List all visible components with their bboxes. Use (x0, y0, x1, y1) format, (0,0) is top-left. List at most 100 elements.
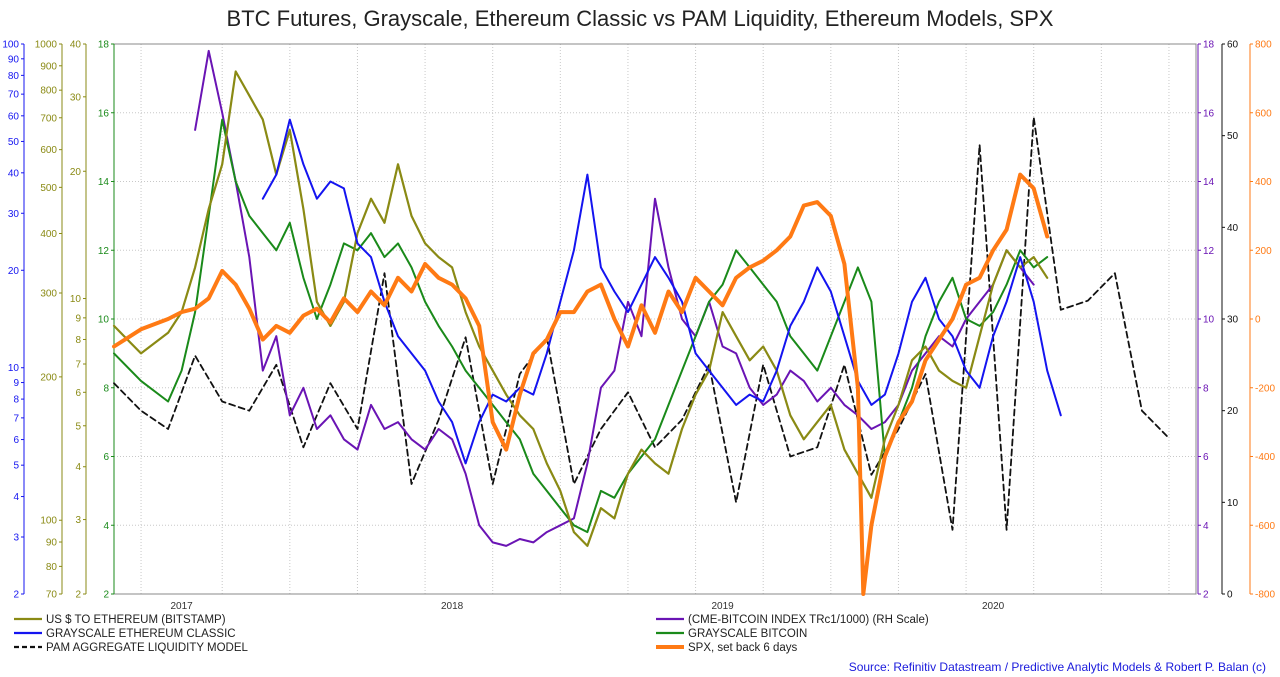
blue-axis-tick-label: 40 (8, 168, 20, 179)
green-axis-tick-label: 14 (98, 177, 110, 188)
olive-small-axis-tick-label: 4 (75, 462, 81, 473)
blue-axis-tick-label: 9 (13, 378, 19, 389)
olive-big-axis-tick-label: 600 (40, 145, 57, 156)
series-line-spx (112, 172, 1050, 596)
black-axis-tick-label: 40 (1227, 223, 1239, 234)
green-axis-tick-label: 2 (103, 590, 109, 601)
blue-axis-tick-label: 90 (8, 54, 20, 65)
olive-small-axis-tick-label: 8 (75, 335, 81, 346)
orange-axis-tick-label: 200 (1255, 246, 1272, 257)
orange-axis-tick-label: -600 (1255, 521, 1275, 532)
olive-small-axis-tick-label: 20 (70, 167, 82, 178)
orange-axis-tick-label: 0 (1255, 315, 1261, 326)
legend-label-gs_etc: GRAYSCALE ETHEREUM CLASSIC (46, 628, 236, 640)
black-axis-tick-label: 20 (1227, 406, 1239, 417)
purple-axis-tick-label: 14 (1203, 177, 1215, 188)
orange-axis-tick-label: 800 (1255, 40, 1272, 51)
right-axes: 18 16 14 12 10 8 6 4 2 60 50 40 30 20 10 0 800 600 400 200 0… (1197, 40, 1275, 601)
green-axis-tick-label: 10 (98, 315, 110, 326)
blue-axis-tick-label: 5 (13, 461, 19, 472)
purple-axis-tick-label: 4 (1203, 521, 1209, 532)
left-axes: 100 90 80 70 60 50 40 30 20 10 9 8 7 6 5 4 3 2 1000 900 800 7… (2, 40, 115, 601)
olive-small-axis-tick-label: 5 (75, 421, 81, 432)
olive-big-axis-tick-label: 200 (40, 372, 57, 383)
blue-axis-tick-label: 8 (13, 395, 19, 406)
x-tick-label: 2020 (982, 601, 1005, 612)
blue-axis-tick-label: 3 (13, 532, 19, 543)
olive-small-axis-tick-label: 3 (75, 515, 81, 526)
x-tick-label: 2017 (171, 601, 194, 612)
purple-axis-tick-label: 2 (1203, 590, 1209, 601)
olive-big-axis-tick-label: 400 (40, 229, 57, 240)
blue-axis-tick-label: 100 (2, 40, 19, 51)
blue-axis-tick-label: 6 (13, 435, 19, 446)
black-axis-tick-label: 60 (1227, 40, 1239, 51)
olive-big-axis-tick-label: 900 (40, 61, 57, 72)
purple-axis-tick-label: 12 (1203, 246, 1215, 257)
olive-big-axis-tick-label: 300 (40, 289, 57, 300)
x-axis: 2017 2018 2019 2020 (171, 601, 1005, 612)
legend-label-gs_btc: GRAYSCALE BITCOIN (688, 628, 807, 640)
purple-axis-tick-label: 18 (1203, 40, 1215, 51)
olive-small-axis-tick-label: 40 (70, 40, 82, 51)
orange-axis-tick-label: -200 (1255, 383, 1275, 394)
green-axis-tick-label: 6 (103, 452, 109, 463)
black-axis-tick-label: 0 (1227, 590, 1233, 601)
chart-title: BTC Futures, Grayscale, Ethereum Classic… (227, 6, 1054, 31)
olive-big-axis-tick-label: 700 (40, 113, 57, 124)
olive-big-axis-tick-label: 80 (46, 562, 58, 573)
orange-axis-tick-label: 600 (1255, 108, 1272, 119)
series-line-eth_usd (112, 70, 1049, 548)
legend: US $ TO ETHEREUM (BITSTAMP) GRAYSCALE ETH… (14, 614, 929, 654)
blue-axis-tick-label: 70 (8, 90, 20, 101)
orange-axis-tick-label: -400 (1255, 452, 1275, 463)
x-tick-label: 2018 (441, 601, 464, 612)
black-axis-tick-label: 10 (1227, 498, 1239, 509)
green-axis-tick-label: 18 (98, 40, 110, 51)
olive-big-axis-tick-label: 90 (46, 538, 58, 549)
purple-axis-tick-label: 6 (1203, 452, 1209, 463)
black-axis-tick-label: 50 (1227, 131, 1239, 142)
blue-axis-tick-label: 20 (8, 266, 20, 277)
olive-small-axis-tick-label: 7 (75, 359, 81, 370)
blue-axis-tick-label: 80 (8, 71, 20, 82)
legend-label-spx: SPX, set back 6 days (688, 642, 798, 654)
orange-axis-tick-label: 400 (1255, 177, 1272, 188)
blue-axis-tick-label: 10 (8, 363, 20, 374)
olive-small-axis-tick-label: 6 (75, 388, 81, 399)
blue-axis-tick-label: 50 (8, 137, 20, 148)
blue-axis-tick-label: 2 (13, 590, 19, 601)
olive-big-axis-tick-label: 500 (40, 183, 57, 194)
series-line-cme_btc (194, 49, 1035, 547)
black-axis-tick-label: 30 (1227, 315, 1239, 326)
blue-axis-tick-label: 60 (8, 111, 20, 122)
orange-axis-tick-label: -800 (1255, 590, 1275, 601)
purple-axis-tick-label: 16 (1203, 108, 1215, 119)
purple-axis-tick-label: 8 (1203, 383, 1209, 394)
source-note: Source: Refinitiv Datastream / Predictiv… (849, 660, 1266, 674)
olive-big-axis-tick-label: 100 (40, 516, 57, 527)
blue-axis-tick-label: 7 (13, 413, 19, 424)
blue-axis-tick-label: 4 (13, 492, 19, 503)
green-axis-tick-label: 16 (98, 108, 110, 119)
olive-big-axis-tick-label: 70 (46, 590, 58, 601)
green-axis-tick-label: 12 (98, 246, 110, 257)
olive-small-axis-tick-label: 2 (75, 590, 81, 601)
blue-axis-tick-label: 30 (8, 209, 20, 220)
olive-small-axis-tick-label: 30 (70, 92, 82, 103)
series-layer (112, 49, 1170, 596)
series-line-gs_etc (261, 118, 1062, 465)
x-tick-label: 2019 (712, 601, 735, 612)
olive-small-axis-tick-label: 9 (75, 313, 81, 324)
legend-label-pam: PAM AGGREGATE LIQUIDITY MODEL (46, 642, 249, 654)
legend-label-eth_usd: US $ TO ETHEREUM (BITSTAMP) (46, 614, 226, 626)
purple-axis-tick-label: 10 (1203, 315, 1215, 326)
olive-small-axis-tick-label: 10 (70, 294, 82, 305)
olive-big-axis-tick-label: 800 (40, 86, 57, 97)
green-axis-tick-label: 8 (103, 383, 109, 394)
legend-label-cme_btc: (CME-BITCOIN INDEX TRc1/1000) (RH Scale) (688, 614, 929, 626)
series-line-pam (113, 116, 1170, 531)
green-axis-tick-label: 4 (103, 521, 109, 532)
olive-big-axis-tick-label: 1000 (35, 40, 58, 51)
